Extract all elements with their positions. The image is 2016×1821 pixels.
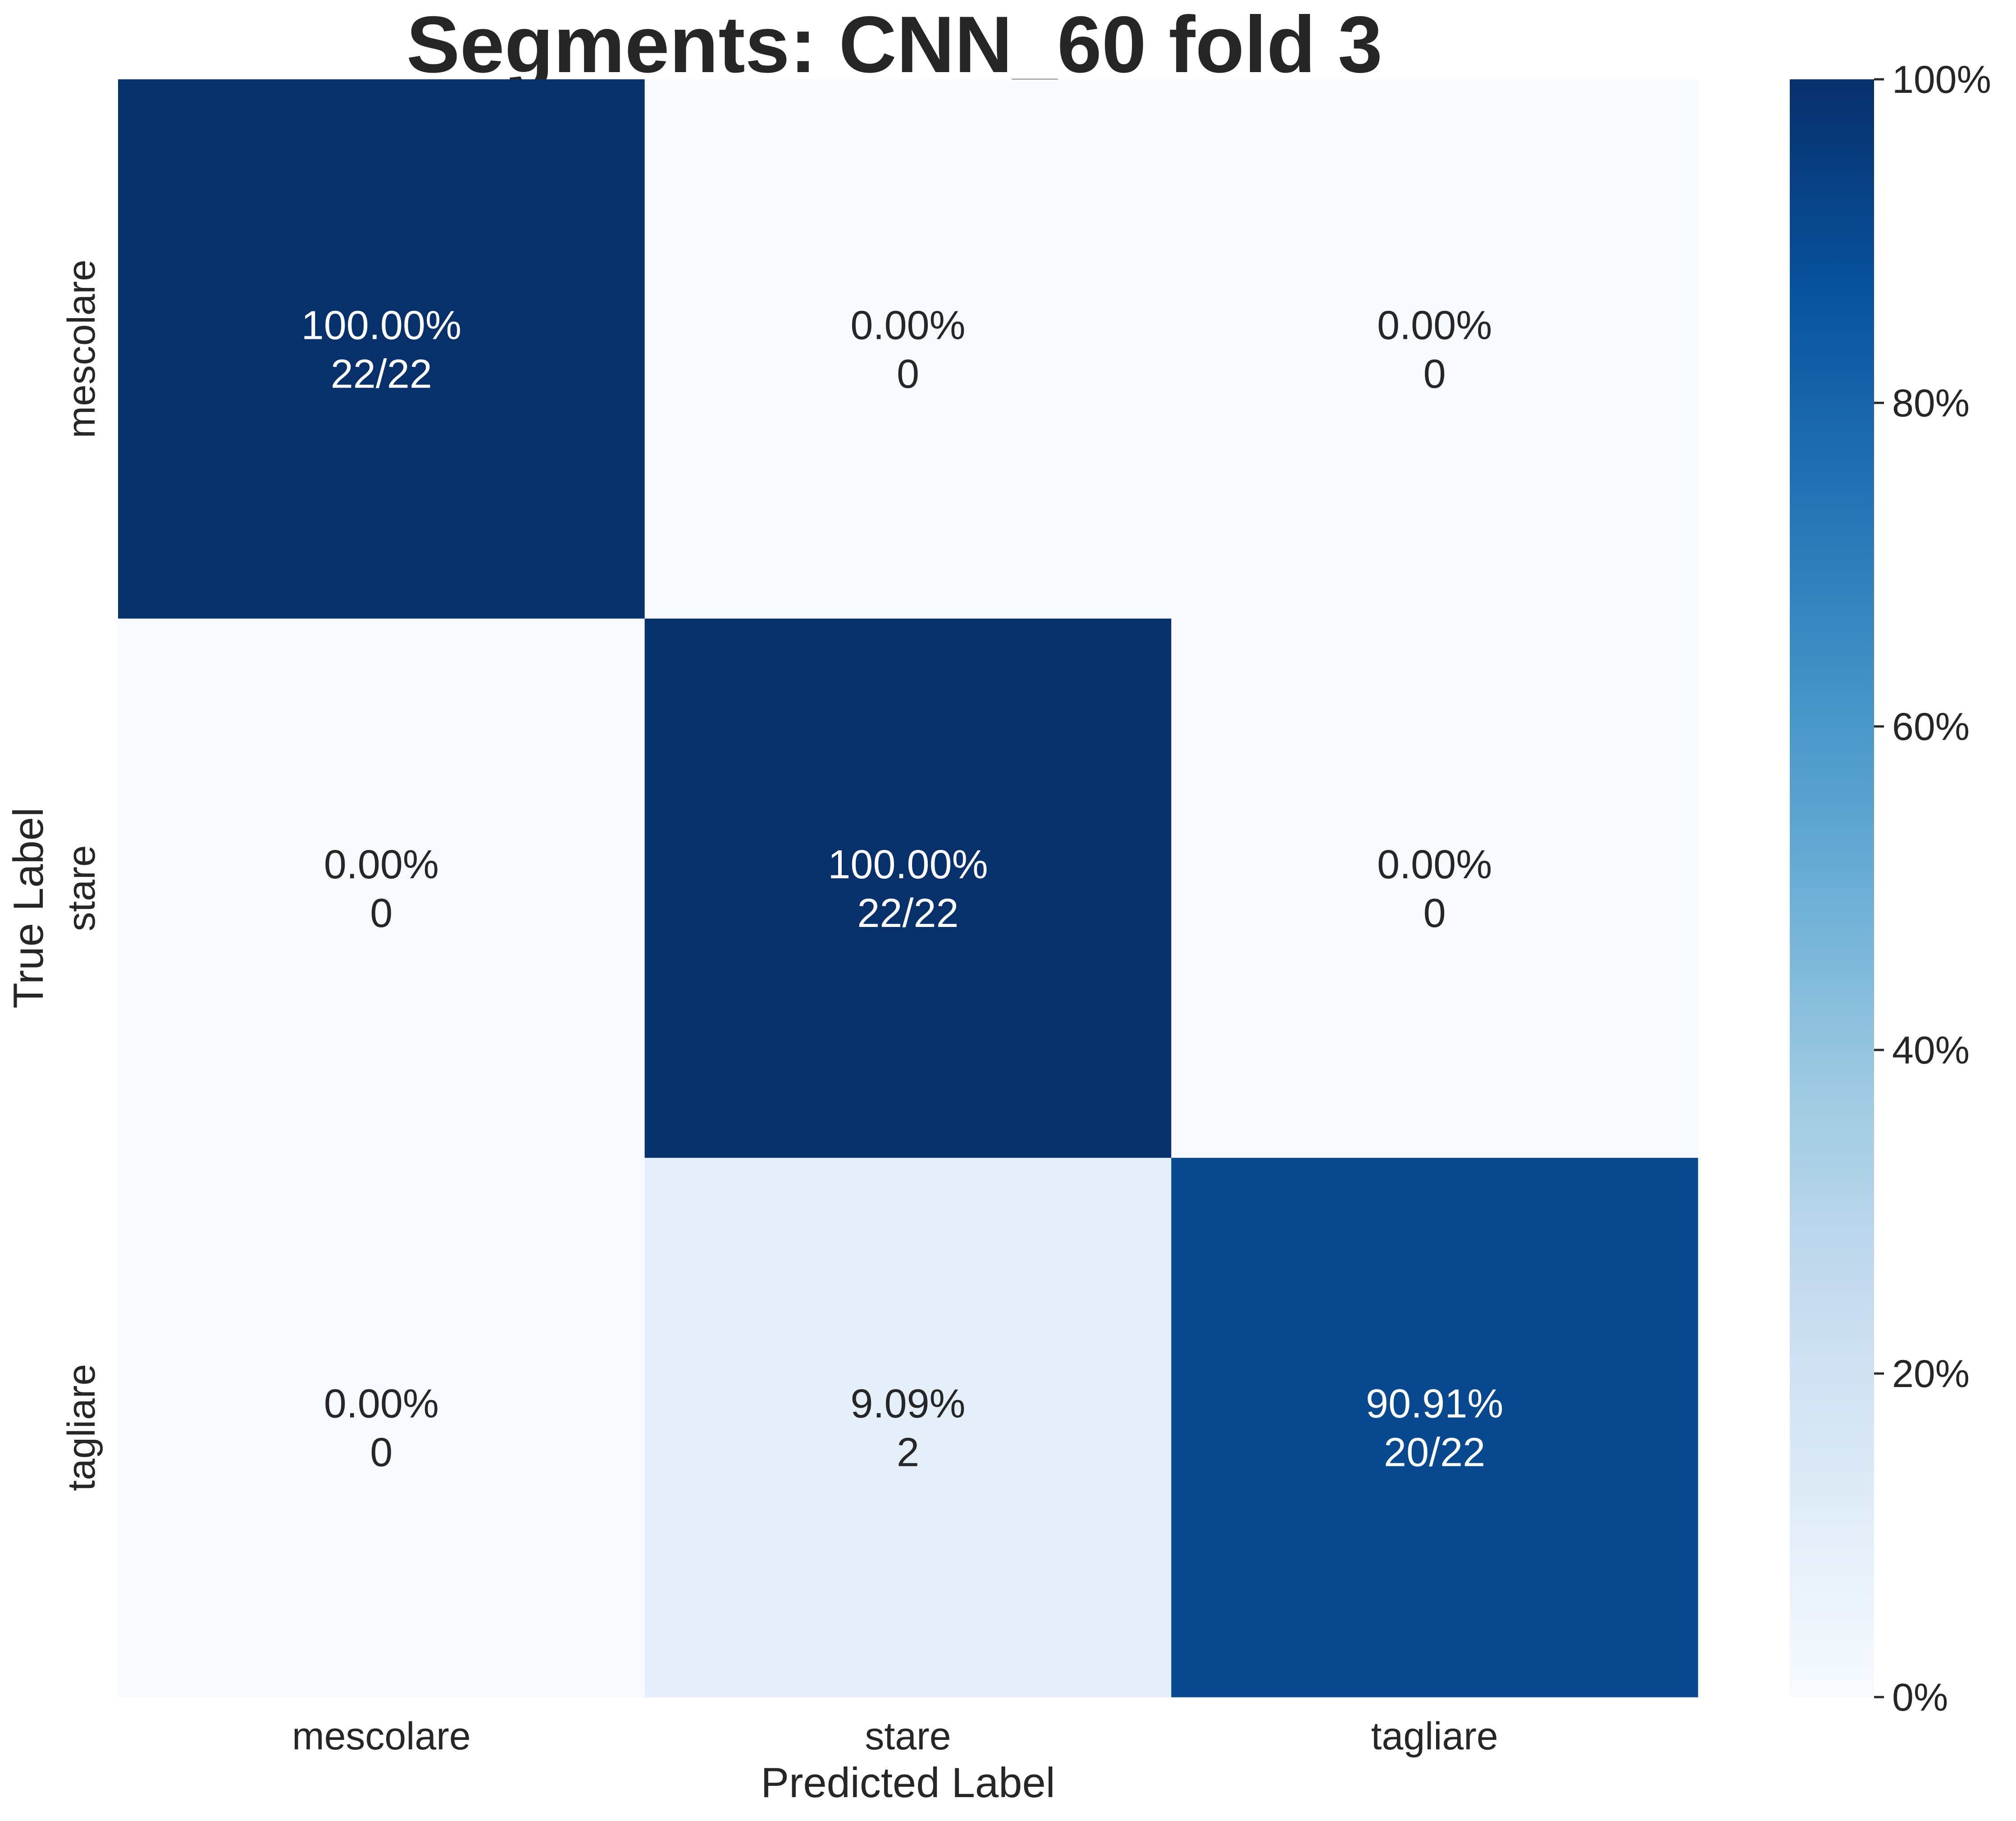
heatmap-cell — [118, 1158, 645, 1698]
cell-annotation: 0 — [370, 1430, 392, 1475]
colorbar-ticks: 0% 20% 40% 60% 80% 100% — [1874, 58, 1991, 1719]
heatmap-cell — [644, 79, 1172, 619]
cell-annotation: 90.91% — [1366, 1382, 1503, 1427]
cell-annotation: 0 — [1423, 891, 1446, 936]
x-tick-label: tagliare — [1371, 1715, 1498, 1758]
cell-annotation: 0 — [1423, 351, 1446, 397]
cell-annotation: 20/22 — [1384, 1430, 1485, 1475]
heatmap-cell — [1171, 79, 1698, 619]
cell-annotation: 0.00% — [1377, 303, 1492, 348]
y-tick-label: tagliare — [60, 1364, 103, 1491]
x-tick-label: mescolare — [292, 1715, 471, 1758]
heatmap-cell — [644, 618, 1172, 1158]
colorbar-tick-label: 40% — [1892, 1029, 1970, 1072]
cell-annotation: 22/22 — [857, 891, 958, 936]
y-axis-title: True Label — [5, 808, 52, 1009]
cell-annotation: 0.00% — [324, 1382, 439, 1427]
y-tick-label: stare — [60, 845, 103, 931]
x-axis-title: Predicted Label — [761, 1759, 1055, 1806]
colorbar — [1790, 79, 1874, 1697]
heatmap-cells — [118, 79, 1698, 1698]
heatmap-cell — [644, 1158, 1172, 1698]
cell-annotation: 9.09% — [850, 1382, 965, 1427]
y-tick-label: mescolare — [60, 260, 103, 438]
chart-title: Segments: CNN_60 fold 3 — [406, 0, 1382, 89]
cell-annotation: 22/22 — [331, 351, 432, 397]
cell-annotation: 0.00% — [850, 303, 965, 348]
cell-annotation: 2 — [897, 1430, 919, 1475]
cell-annotation: 0 — [370, 891, 392, 936]
heatmap-cell — [118, 618, 645, 1158]
cell-annotation: 0 — [897, 351, 919, 397]
colorbar-tick-label: 0% — [1892, 1676, 1948, 1719]
cell-annotation: 0.00% — [324, 842, 439, 887]
colorbar-tick-label: 20% — [1892, 1352, 1970, 1396]
cell-annotation: 100.00% — [828, 842, 988, 887]
cell-annotation: 0.00% — [1377, 842, 1492, 887]
heatmap-cell — [118, 79, 645, 619]
heatmap-cell — [1171, 618, 1698, 1158]
x-tick-labels: mescolare stare tagliare — [292, 1715, 1498, 1758]
x-tick-label: stare — [865, 1715, 951, 1758]
colorbar-tick-label: 100% — [1892, 58, 1991, 101]
colorbar-tick-label: 80% — [1892, 382, 1970, 425]
heatmap-cell — [1171, 1158, 1698, 1698]
heatmap-cell-labels: 100.00%22/220.00%00.00%00.00%0100.00%22/… — [301, 303, 1504, 1475]
cell-annotation: 100.00% — [301, 303, 461, 348]
y-tick-labels: mescolare stare tagliare — [60, 260, 103, 1491]
colorbar-tick-label: 60% — [1892, 705, 1970, 748]
